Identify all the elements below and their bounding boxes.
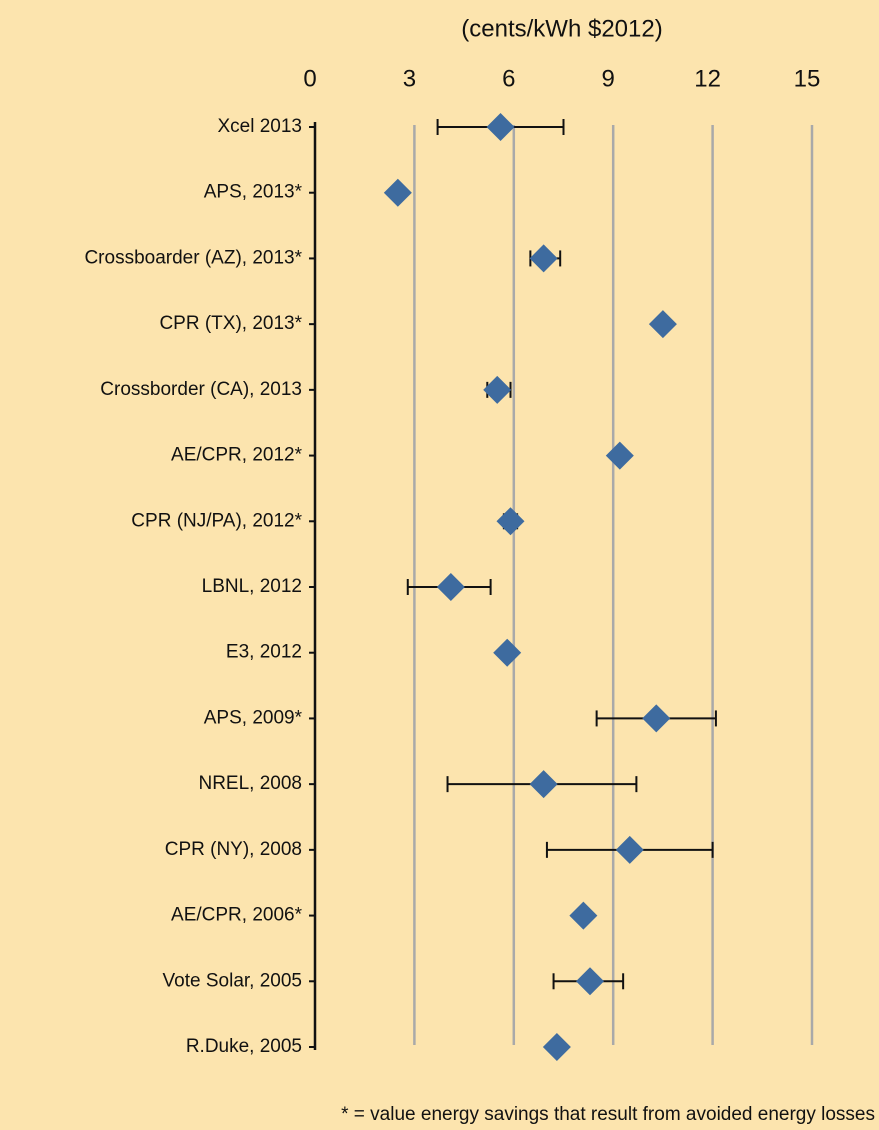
x-tick-label: 3 xyxy=(403,65,416,92)
category-label: LBNL, 2012 xyxy=(202,576,302,597)
category-label: NREL, 2008 xyxy=(198,773,302,794)
category-label: CPR (TX), 2013* xyxy=(159,313,302,334)
diamond xyxy=(496,507,525,536)
diamond xyxy=(493,638,522,667)
x-tick-label: 15 xyxy=(794,65,821,92)
diamond xyxy=(576,967,605,996)
category-label: Vote Solar, 2005 xyxy=(163,970,302,991)
chart-title: (cents/kWh $2012) xyxy=(461,15,662,42)
diamond xyxy=(605,441,634,470)
diamond xyxy=(383,178,412,207)
category-label: APS, 2013* xyxy=(204,182,303,203)
category-label: Crossborder (CA), 2013 xyxy=(100,379,302,400)
category-label: R.Duke, 2005 xyxy=(186,1036,302,1057)
diamond xyxy=(529,244,558,273)
category-label: APS, 2009* xyxy=(204,707,303,728)
diamond xyxy=(642,704,671,733)
diamond xyxy=(648,310,677,339)
category-label: E3, 2012 xyxy=(226,642,302,663)
diamond xyxy=(542,1033,571,1061)
diamond xyxy=(483,375,512,404)
diamond xyxy=(529,770,558,799)
diamond xyxy=(486,113,515,141)
x-tick-label: 9 xyxy=(602,65,615,92)
category-label: Xcel 2013 xyxy=(217,116,302,137)
diamond xyxy=(436,573,465,601)
category-label: CPR (NY), 2008 xyxy=(165,839,302,860)
category-label: AE/CPR, 2006* xyxy=(171,905,303,926)
category-label: AE/CPR, 2012* xyxy=(171,445,303,466)
x-tick-label: 6 xyxy=(502,65,515,92)
category-label: CPR (NJ/PA), 2012* xyxy=(131,510,302,531)
footnote: * = value energy savings that result fro… xyxy=(341,1104,875,1125)
diamond xyxy=(569,901,598,930)
x-tick-label: 12 xyxy=(694,65,721,92)
diamond xyxy=(615,835,644,864)
x-tick-label: 0 xyxy=(303,65,316,92)
category-label: Crossboarder (AZ), 2013* xyxy=(84,247,302,268)
